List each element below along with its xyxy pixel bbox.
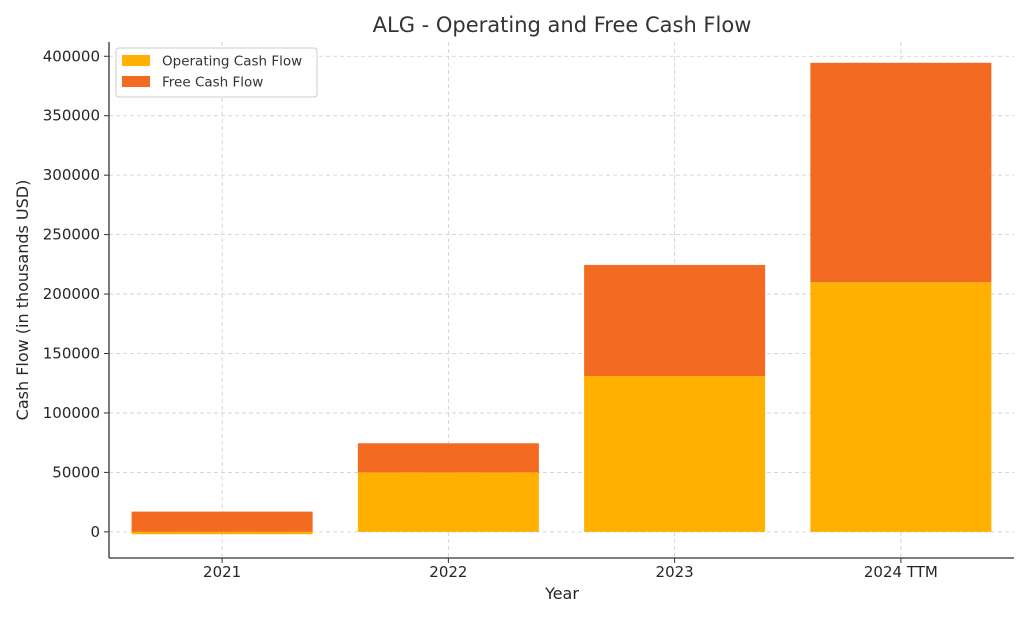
x-axis-label: Year — [544, 584, 579, 603]
bars — [131, 62, 992, 535]
bar-free-cash-flow — [584, 264, 766, 377]
x-tick-label: 2022 — [429, 563, 467, 581]
y-tick-label: 100000 — [43, 404, 100, 422]
legend: Operating Cash Flow Free Cash Flow — [115, 47, 318, 98]
x-tick-label: 2024 TTM — [864, 563, 938, 581]
bar-operating-cash-flow — [810, 282, 992, 532]
y-tick-label: 250000 — [43, 226, 100, 244]
bar-operating-cash-flow — [584, 376, 766, 532]
y-tick-label: 50000 — [52, 463, 100, 481]
legend-swatch-free — [122, 76, 150, 87]
y-tick-label: 150000 — [43, 345, 100, 363]
y-tick-label: 300000 — [43, 166, 100, 184]
legend-swatch-operating — [122, 55, 150, 66]
y-tick-label: 350000 — [43, 107, 100, 125]
x-tick-label: 2023 — [656, 563, 694, 581]
chart-title: ALG - Operating and Free Cash Flow — [373, 13, 752, 37]
bar-free-cash-flow — [810, 62, 992, 283]
bar-operating-cash-flow — [357, 472, 539, 532]
x-tick-label: 2021 — [203, 563, 241, 581]
x-ticks: 2021 2022 2023 2024 TTM — [203, 558, 938, 581]
legend-label-operating: Operating Cash Flow — [162, 54, 302, 70]
bar-operating-cash-flow — [131, 531, 313, 535]
bar-free-cash-flow — [131, 511, 313, 532]
y-ticks: 0 50000 100000 150000 200000 250000 300000 3500… — [43, 47, 109, 541]
y-tick-label: 0 — [90, 523, 100, 541]
y-tick-label: 200000 — [43, 285, 100, 303]
legend-label-free: Free Cash Flow — [162, 75, 263, 91]
legend-frame — [115, 47, 318, 98]
y-tick-label: 400000 — [43, 47, 100, 65]
bar-free-cash-flow — [357, 443, 539, 473]
y-axis-label: Cash Flow (in thousands USD) — [13, 180, 32, 421]
